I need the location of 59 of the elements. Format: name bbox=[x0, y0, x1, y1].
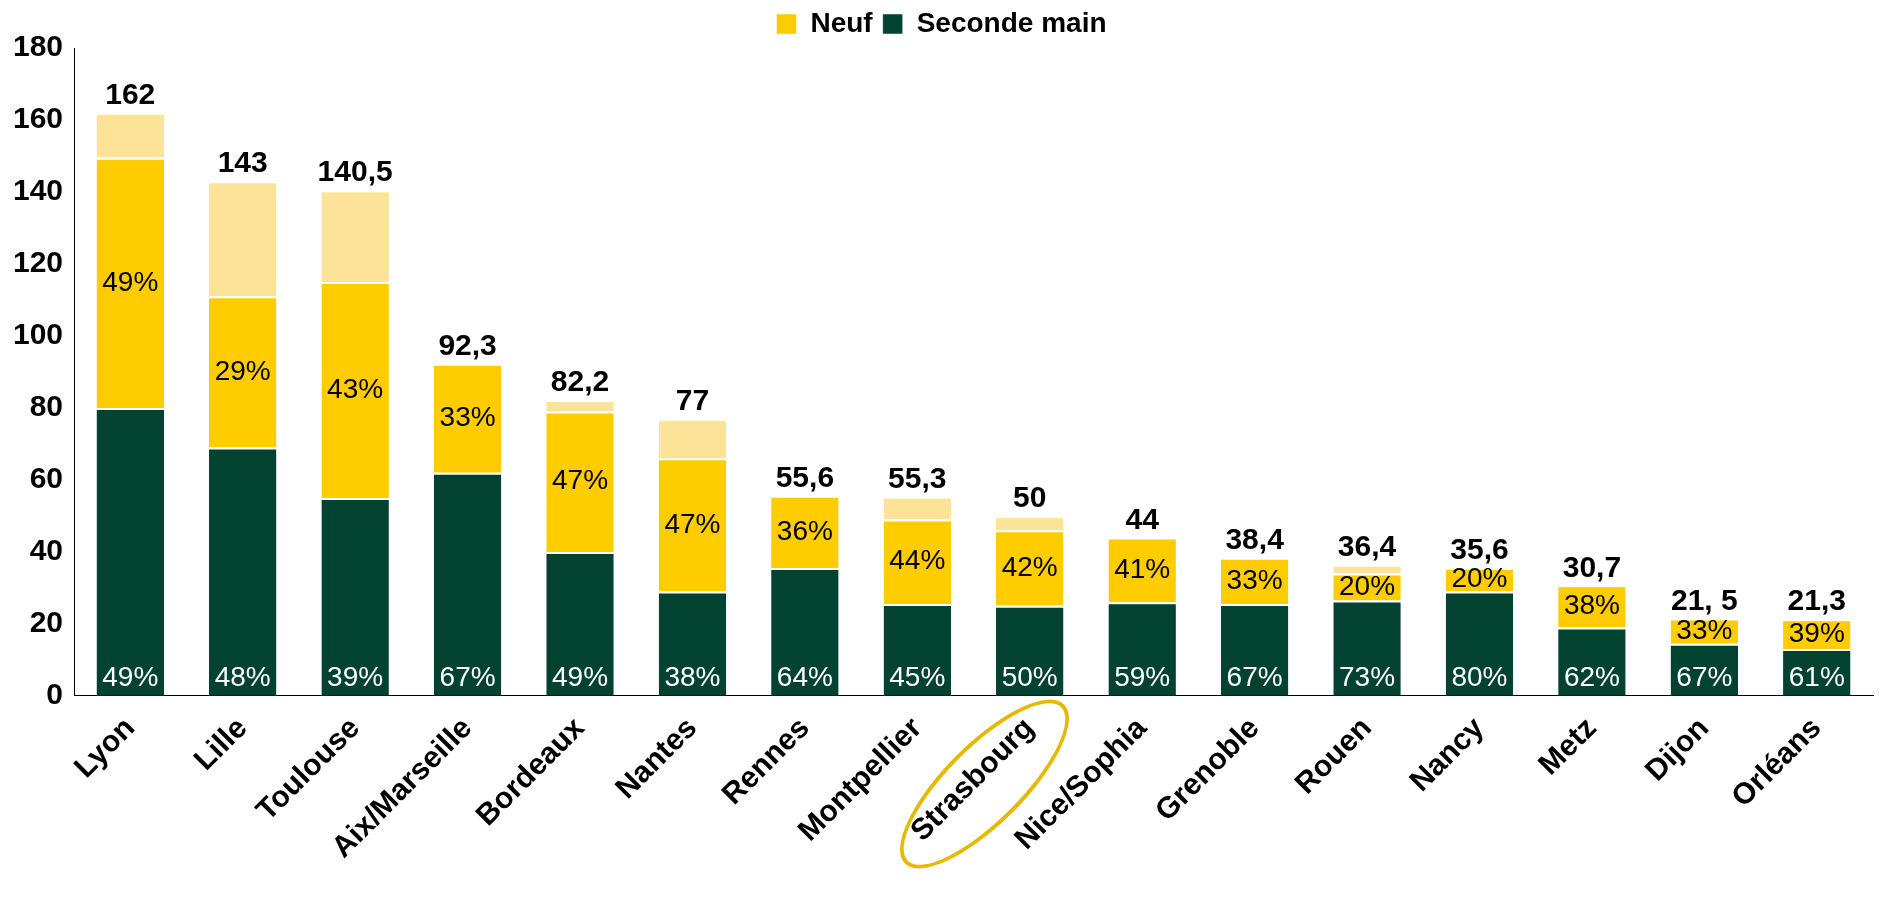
total-label: 77 bbox=[675, 382, 710, 416]
annotation: 36% bbox=[776, 514, 833, 546]
annotation: 80% bbox=[1451, 660, 1508, 692]
annotation: 62% bbox=[1563, 660, 1620, 692]
annotation: 39% bbox=[1788, 616, 1845, 648]
annotation: 39% bbox=[327, 660, 384, 692]
y-tick-label: 100 bbox=[12, 317, 64, 351]
annotation: 64% bbox=[776, 660, 833, 692]
legend-label: Neuf bbox=[810, 6, 874, 38]
annotation: 73% bbox=[1339, 660, 1396, 692]
annotation: 42% bbox=[1001, 550, 1058, 582]
total-label: 55,3 bbox=[888, 461, 947, 495]
annotation: 61% bbox=[1788, 660, 1845, 692]
x-tick-label: Lille bbox=[187, 710, 253, 777]
annotation: 20% bbox=[1339, 569, 1396, 601]
total-label: 30,7 bbox=[1562, 549, 1622, 583]
annotation: 48% bbox=[214, 660, 271, 692]
annotation: 33% bbox=[439, 400, 496, 432]
total-label: 21, 5 bbox=[1670, 582, 1738, 616]
annotation: 50% bbox=[1001, 660, 1058, 692]
total-label: 143 bbox=[217, 145, 268, 179]
y-tick-label: 140 bbox=[12, 173, 64, 207]
annotation: 49% bbox=[102, 660, 159, 692]
annotation: 29% bbox=[214, 354, 271, 386]
total-label: 35,6 bbox=[1450, 531, 1509, 565]
total-label: 50 bbox=[1013, 480, 1047, 514]
annotation: 33% bbox=[1226, 563, 1283, 595]
y-tick-label: 160 bbox=[12, 101, 64, 135]
total-label: 140,5 bbox=[317, 154, 393, 188]
annotation: 49% bbox=[102, 265, 159, 297]
annotation: 41% bbox=[1114, 552, 1171, 584]
legend-label: Seconde main bbox=[916, 6, 1107, 38]
y-tick-label: 120 bbox=[12, 245, 64, 279]
total-label: 38,4 bbox=[1225, 521, 1285, 555]
annotation: 38% bbox=[1563, 589, 1620, 621]
y-tick-label: 20 bbox=[29, 605, 64, 639]
y-tick-label: 180 bbox=[12, 29, 64, 63]
annotation: 47% bbox=[551, 464, 609, 496]
total-label: 92,3 bbox=[438, 327, 497, 361]
annotation: 49% bbox=[551, 660, 609, 692]
annotation: 38% bbox=[664, 660, 721, 692]
annotation: 43% bbox=[327, 372, 384, 404]
total-label: 36,4 bbox=[1337, 529, 1397, 563]
annotation: 44% bbox=[889, 544, 946, 576]
y-tick-label: 40 bbox=[29, 533, 64, 567]
annotation: 47% bbox=[664, 507, 721, 539]
total-label: 44 bbox=[1125, 501, 1160, 535]
total-label: 21,3 bbox=[1787, 583, 1846, 617]
annotation: 67% bbox=[1676, 660, 1733, 692]
y-tick-label: 60 bbox=[29, 461, 64, 495]
annotation: 45% bbox=[889, 660, 946, 692]
annotation: 59% bbox=[1114, 660, 1171, 692]
y-tick-label: 0 bbox=[46, 677, 64, 711]
y-tick-label: 80 bbox=[29, 389, 64, 423]
total-label: 55,6 bbox=[775, 460, 835, 493]
annotation: 67% bbox=[1226, 660, 1283, 692]
total-label: 82,2 bbox=[550, 364, 610, 398]
annotation: 67% bbox=[439, 660, 496, 692]
total-label: 162 bbox=[105, 77, 156, 111]
